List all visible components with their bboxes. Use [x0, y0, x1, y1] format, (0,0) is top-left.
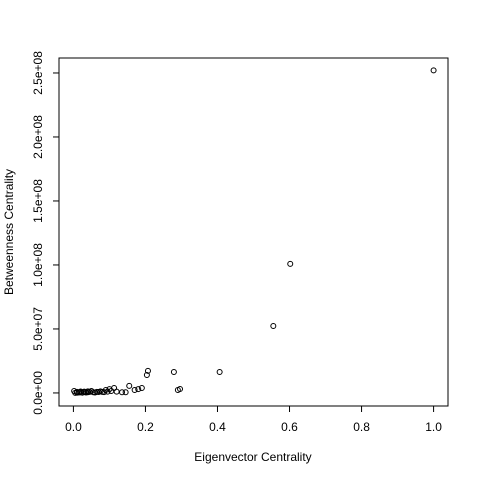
y-tick-label: 1.0e+08 — [31, 243, 45, 287]
point — [270, 323, 277, 330]
x-axis-label: Eigenvector Centrality — [194, 450, 311, 464]
point — [170, 368, 177, 375]
point — [119, 389, 126, 396]
point — [174, 387, 181, 394]
point — [122, 389, 129, 396]
point — [216, 368, 223, 375]
point — [74, 388, 81, 395]
point — [101, 389, 108, 396]
point — [71, 388, 78, 395]
x-tick-label: 0.8 — [353, 420, 370, 434]
point — [126, 382, 133, 389]
point — [77, 388, 84, 395]
point — [84, 388, 91, 395]
point — [92, 389, 99, 396]
y-tick-label: 5.0e+07 — [31, 307, 45, 351]
plot-box — [58, 57, 449, 407]
x-tick-label: 0.4 — [209, 420, 226, 434]
point — [138, 384, 145, 391]
x-tick-label: 0.6 — [281, 420, 298, 434]
x-tick-label: 1.0 — [425, 420, 442, 434]
point — [135, 386, 142, 393]
point — [81, 388, 88, 395]
point — [108, 388, 115, 395]
point — [113, 388, 120, 395]
y-tick-label: 0.0e+00 — [31, 371, 45, 415]
point — [131, 387, 138, 394]
point — [143, 372, 150, 379]
x-tick-label: 0.0 — [65, 420, 82, 434]
point — [430, 67, 437, 74]
point — [144, 367, 151, 374]
y-axis-label: Betweenness Centrality — [2, 169, 16, 295]
point — [97, 388, 104, 395]
point — [104, 388, 111, 395]
y-tick-label: 2.5e+08 — [31, 51, 45, 95]
y-tick-label: 1.5e+08 — [31, 179, 45, 223]
x-tick-label: 0.2 — [137, 420, 154, 434]
y-tick-label: 2.0e+08 — [31, 115, 45, 159]
point — [287, 260, 294, 267]
